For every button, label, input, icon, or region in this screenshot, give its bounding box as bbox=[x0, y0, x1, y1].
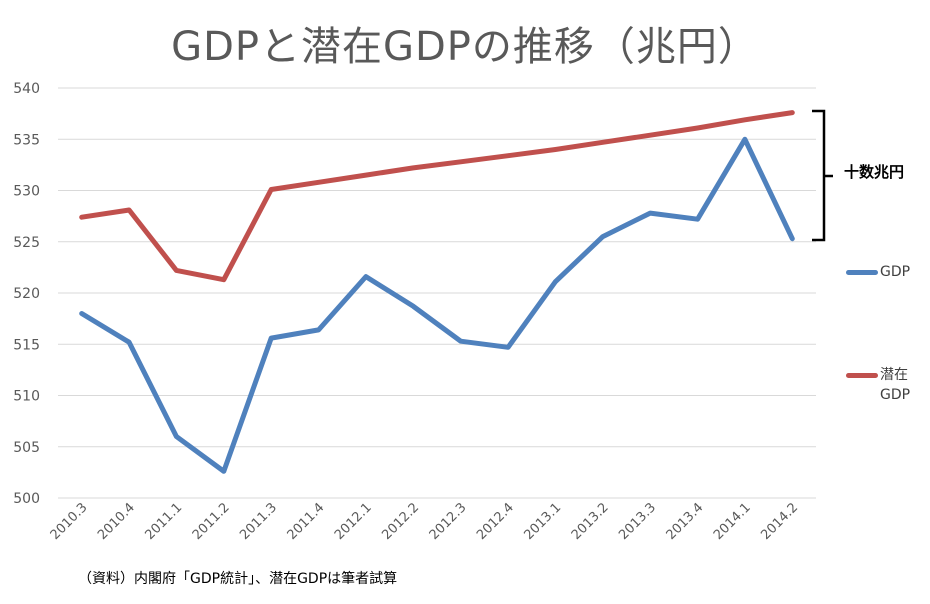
x-tick-label: 2013.2 bbox=[569, 500, 612, 543]
legend-swatch-gdp bbox=[846, 270, 878, 275]
legend-swatch-potential-gdp bbox=[846, 373, 878, 378]
y-axis-ticks: 500 505 510 515 520 525 530 535 540 bbox=[13, 81, 40, 507]
x-tick-label: 2010.3 bbox=[48, 500, 91, 543]
x-tick-label: 2012.4 bbox=[474, 500, 517, 543]
x-tick-label: 2011.4 bbox=[285, 500, 328, 543]
legend-label-potential-gdp: 潜在GDP bbox=[880, 367, 911, 403]
y-tick-label: 530 bbox=[13, 184, 40, 200]
x-tick-label: 2012.2 bbox=[379, 500, 422, 543]
y-tick-label: 525 bbox=[13, 235, 40, 251]
x-tick-label: 2010.4 bbox=[95, 500, 138, 543]
x-tick-label: 2012.3 bbox=[427, 500, 470, 543]
x-tick-label: 2011.3 bbox=[237, 500, 280, 543]
x-axis-ticks: 2010.3 2010.4 2011.1 2011.2 2011.3 2011.4 2012… bbox=[48, 500, 801, 543]
y-tick-label: 505 bbox=[13, 440, 40, 456]
series-line-gdp bbox=[79, 136, 795, 474]
chart-title: GDPと潜在GDPの推移（兆円） bbox=[171, 24, 759, 70]
x-tick-label: 2012.1 bbox=[332, 500, 375, 543]
series-line-potential-gdp bbox=[79, 110, 795, 283]
y-tick-label: 515 bbox=[13, 337, 40, 353]
x-tick-label: 2013.3 bbox=[616, 500, 659, 543]
series-lines bbox=[79, 110, 795, 474]
y-tick-label: 520 bbox=[13, 286, 40, 302]
x-tick-label: 2014.1 bbox=[711, 500, 754, 543]
x-tick-label: 2011.2 bbox=[190, 500, 233, 543]
x-tick-label: 2014.2 bbox=[758, 500, 801, 543]
x-tick-label: 2013.4 bbox=[664, 500, 707, 543]
legend-label-gdp: GDP bbox=[880, 264, 911, 280]
y-tick-label: 510 bbox=[13, 389, 40, 405]
grid-lines bbox=[58, 87, 816, 499]
annotation-label: 十数兆円 bbox=[844, 163, 905, 181]
y-tick-label: 535 bbox=[13, 132, 40, 148]
legend-item-gdp: GDP bbox=[846, 262, 926, 282]
legend-item-potential-gdp: 潜在GDP bbox=[846, 365, 926, 405]
x-tick-label: 2013.1 bbox=[521, 500, 564, 543]
source-note: （資料）内閣府「GDP統計」、潜在GDPは筆者試算 bbox=[78, 571, 398, 587]
y-tick-label: 540 bbox=[13, 81, 40, 97]
range-bracket bbox=[812, 109, 833, 242]
y-tick-label: 500 bbox=[13, 491, 40, 507]
x-tick-label: 2011.1 bbox=[142, 500, 185, 543]
